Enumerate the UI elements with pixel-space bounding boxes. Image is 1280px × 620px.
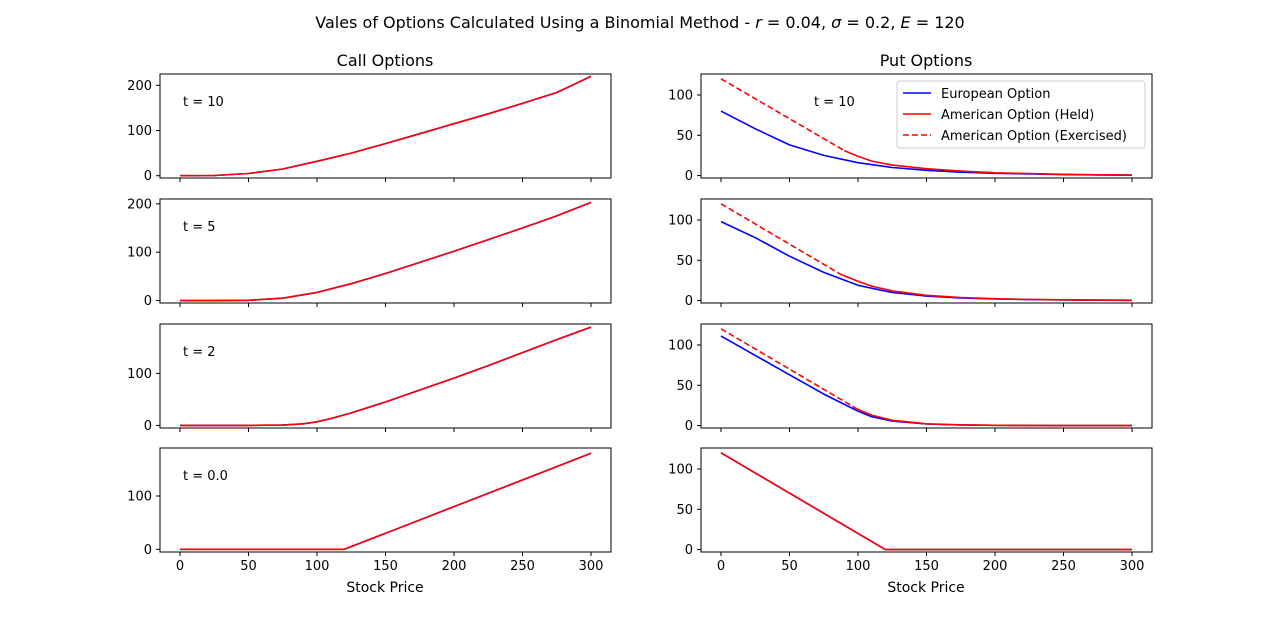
y-tick-label: 100 (668, 213, 693, 228)
y-tick-label: 200 (127, 79, 152, 94)
x-tick-label: 0 (176, 559, 184, 574)
y-tick-label: 0 (144, 169, 152, 184)
x-tick-label: 250 (510, 559, 535, 574)
series-line-american-exercised (720, 78, 845, 152)
panel-1: 0 100 200 t = 10 (127, 73, 612, 184)
panel-time-label: t = 10 (183, 95, 224, 110)
y-tick-label: 50 (676, 503, 693, 518)
x-tick-label: 250 (1051, 559, 1076, 574)
panel-5: 0 100 t = 2 (127, 323, 612, 434)
column-title-put: Put Options (880, 51, 973, 70)
series-line-american-held (843, 149, 1133, 176)
panel-8: 0 50 100 150 200 250 300 0 50 100 (668, 447, 1153, 574)
y-tick-label: 100 (668, 88, 693, 103)
y-tick-label: 0 (144, 294, 152, 309)
series-line-american-held (180, 201, 592, 302)
legend-label-european: European Option (941, 87, 1050, 102)
x-tick-label: 50 (781, 559, 798, 574)
x-tick-label: 100 (846, 559, 871, 574)
x-tick-label: 50 (240, 559, 257, 574)
y-tick-label: 0 (685, 169, 693, 184)
y-tick-label: 0 (144, 419, 152, 434)
y-tick-label: 200 (127, 197, 152, 212)
y-tick-label: 50 (676, 129, 693, 144)
legend-label-american-held: American Option (Held) (941, 108, 1094, 123)
y-tick-label: 0 (685, 543, 693, 558)
legend-frame (896, 80, 1146, 149)
y-tick-label: 100 (127, 490, 152, 505)
panels-group: 0 100 200 t = 10 0 50 100 t = 10 0 100 200 t = 5 0 50… (127, 73, 1153, 574)
series-line-american-held (179, 75, 592, 177)
x-tick-label: 200 (983, 559, 1008, 574)
x-tick-label: 300 (1120, 559, 1145, 574)
x-tick-label: 150 (373, 559, 398, 574)
panel-time-label: t = 10 (814, 95, 855, 110)
y-tick-label: 50 (676, 254, 693, 269)
x-tick-label: 100 (305, 559, 330, 574)
x-axis-title-put: Stock Price (887, 580, 964, 596)
series-line-american-held (841, 274, 1133, 302)
legend-label-american-exercised: American Option (Exercised) (941, 129, 1127, 144)
x-tick-label: 300 (579, 559, 604, 574)
panel-6: 0 50 100 (668, 323, 1153, 434)
panel-4: 0 50 100 (668, 198, 1153, 309)
y-tick-label: 0 (685, 419, 693, 434)
series-line-american-held (180, 452, 592, 551)
x-axis-title-call: Stock Price (346, 580, 423, 596)
panel-time-label: t = 5 (183, 220, 216, 235)
panel-7: 0 50 100 150 200 250 300 0 100 t = 0.0 (127, 447, 612, 574)
panel-time-label: t = 2 (183, 345, 216, 360)
y-tick-label: 100 (127, 367, 152, 382)
column-title-call: Call Options (337, 51, 434, 70)
figure-title: Vales of Options Calculated Using a Bino… (315, 13, 964, 32)
y-tick-label: 100 (127, 246, 152, 261)
series-line-american-held (180, 326, 592, 427)
y-tick-label: 50 (676, 379, 693, 394)
y-tick-label: 0 (685, 294, 693, 309)
series-line-american-held (720, 452, 1132, 551)
x-tick-label: 200 (442, 559, 467, 574)
series-line-american-exercised (720, 203, 843, 276)
x-tick-label: 150 (914, 559, 939, 574)
y-tick-label: 100 (127, 124, 152, 139)
series-line-american-held (852, 405, 1132, 427)
legend: European Option American Option (Held) A… (896, 80, 1146, 149)
y-tick-label: 100 (668, 462, 693, 477)
panel-time-label: t = 0.0 (183, 469, 228, 484)
y-tick-label: 0 (144, 543, 152, 558)
series-line-american-exercised (720, 328, 853, 407)
panel-2: 0 50 100 t = 10 (668, 73, 1153, 184)
x-tick-label: 0 (717, 559, 725, 574)
panel-3: 0 100 200 t = 5 (127, 197, 612, 309)
y-tick-label: 100 (668, 338, 693, 353)
